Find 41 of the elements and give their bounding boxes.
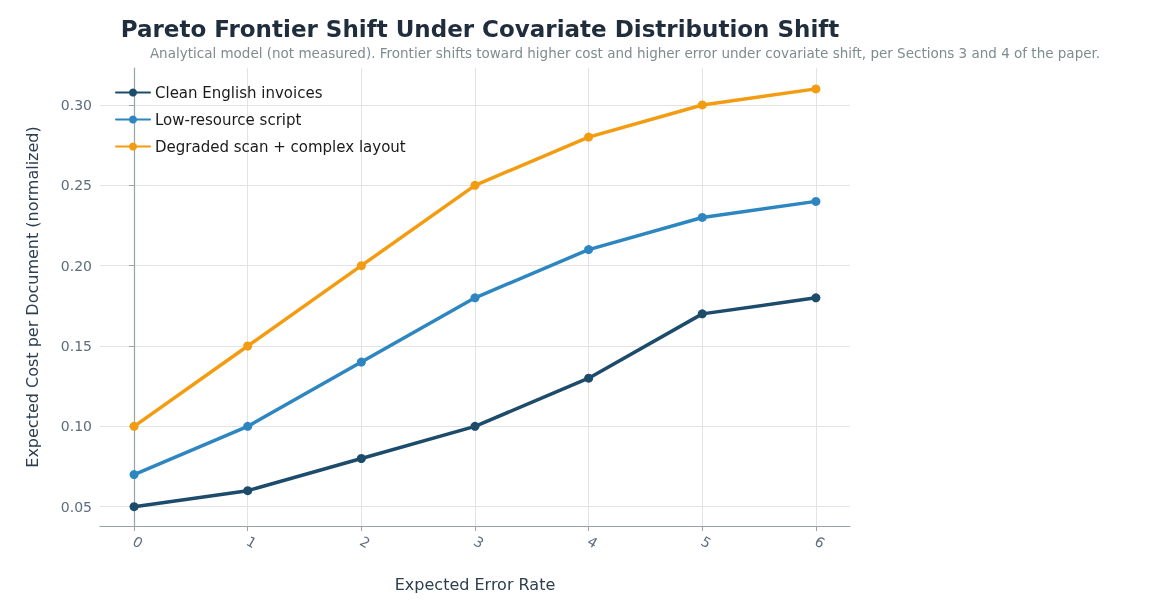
y-tick-label: 0.15 (60, 338, 92, 355)
x-tick-label: 1 (243, 533, 260, 552)
x-axis-title: Expected Error Rate (394, 574, 556, 594)
point (811, 84, 821, 94)
point (356, 454, 366, 463)
x-tick-label: 0 (130, 533, 146, 552)
point (584, 373, 594, 383)
y-tick-label: 0.20 (60, 257, 92, 274)
legend-label: Low-resource script (155, 110, 302, 129)
point (356, 357, 366, 367)
point (243, 486, 253, 496)
x-tick-label: 2 (357, 533, 374, 552)
point (129, 421, 139, 431)
x-tick-label: 4 (584, 533, 601, 552)
chart-subtitle: Analytical model (not measured). Frontier shifts toward higher cost and higher error under covariate shift, per Sections 3 and 4 of the paper. (149, 45, 1101, 61)
point (470, 180, 480, 190)
point (584, 132, 594, 142)
legend-label: Degraded scan + complex layout (155, 137, 406, 156)
point (243, 421, 253, 431)
point (470, 293, 480, 303)
point (697, 309, 707, 319)
point (470, 421, 480, 431)
y-tick-label: 0.10 (60, 418, 92, 435)
x-tick-label: 6 (811, 533, 828, 552)
point (243, 341, 253, 351)
point (811, 293, 821, 303)
x-tick-label: 5 (698, 533, 714, 552)
x-tick-label: 3 (471, 533, 487, 552)
legend-label: Clean English invoices (155, 83, 323, 102)
point (697, 100, 707, 110)
y-axis-title: Expected Cost per Document (normalized) (22, 126, 42, 468)
y-tick-label: 0.30 (60, 96, 92, 113)
chart-title: Pareto Frontier Shift Under Covariate Distribution Shift (120, 15, 840, 42)
point (129, 470, 139, 480)
y-tick-label: 0.05 (60, 498, 92, 515)
point (811, 196, 821, 206)
y-tick-label: 0.25 (60, 177, 92, 194)
point (356, 261, 366, 271)
point (584, 245, 594, 255)
point (697, 212, 707, 222)
point (129, 502, 139, 512)
